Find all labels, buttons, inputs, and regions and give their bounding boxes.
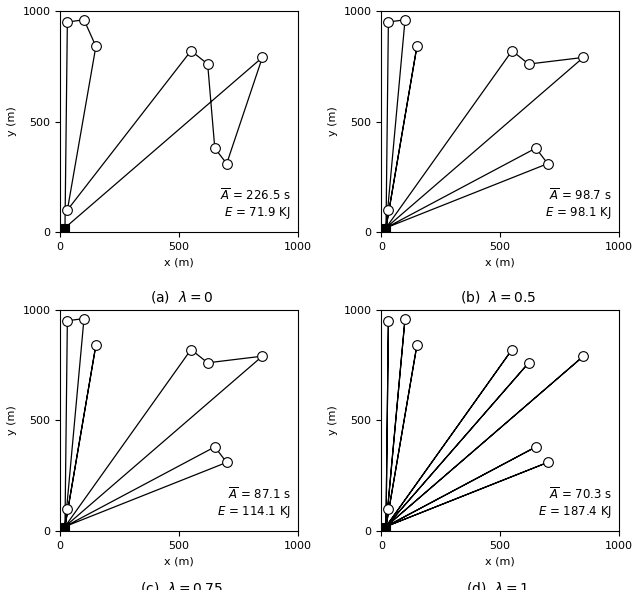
Text: (b)  $\lambda = 0.5$: (b) $\lambda = 0.5$ — [460, 289, 536, 304]
X-axis label: x (m): x (m) — [485, 556, 515, 566]
Y-axis label: y (m): y (m) — [328, 107, 338, 136]
Text: $\overline{A}$ = 70.3 s
$E$ = 187.4 KJ: $\overline{A}$ = 70.3 s $E$ = 187.4 KJ — [538, 486, 612, 520]
Y-axis label: y (m): y (m) — [7, 107, 17, 136]
X-axis label: x (m): x (m) — [164, 556, 194, 566]
Text: (a)  $\lambda = 0$: (a) $\lambda = 0$ — [150, 289, 213, 304]
X-axis label: x (m): x (m) — [164, 257, 194, 267]
Y-axis label: y (m): y (m) — [7, 405, 17, 435]
X-axis label: x (m): x (m) — [485, 257, 515, 267]
Y-axis label: y (m): y (m) — [328, 405, 338, 435]
Text: (d)  $\lambda = 1$: (d) $\lambda = 1$ — [467, 580, 529, 590]
Text: (c)  $\lambda = 0.75$: (c) $\lambda = 0.75$ — [140, 580, 223, 590]
Text: $\overline{A}$ = 98.7 s
$E$ = 98.1 KJ: $\overline{A}$ = 98.7 s $E$ = 98.1 KJ — [545, 187, 612, 221]
Text: $\overline{A}$ = 87.1 s
$E$ = 114.1 KJ: $\overline{A}$ = 87.1 s $E$ = 114.1 KJ — [217, 486, 291, 520]
Text: $\overline{A}$ = 226.5 s
$E$ = 71.9 KJ: $\overline{A}$ = 226.5 s $E$ = 71.9 KJ — [220, 187, 291, 221]
